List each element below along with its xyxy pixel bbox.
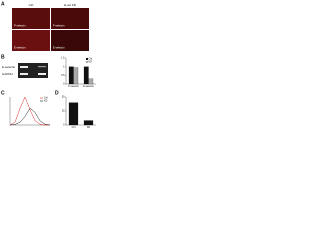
bar	[73, 67, 79, 85]
curve	[9, 107, 51, 126]
micrograph	[12, 30, 50, 51]
x-tick-label: P-selectin	[68, 85, 79, 88]
micrograph	[51, 8, 89, 29]
column-header: E-sel KD	[64, 3, 77, 7]
bar	[68, 102, 79, 126]
legend-label: KD	[44, 100, 48, 103]
panel-label: A	[1, 1, 5, 7]
y-tick-label: 1.5	[61, 57, 65, 60]
micrograph	[12, 8, 50, 29]
x-tick-label: KD	[87, 126, 91, 129]
image-label: P-selectin	[53, 24, 65, 28]
legend-swatch	[86, 61, 88, 63]
micrograph	[51, 30, 89, 51]
blot-label: E-selectin	[2, 65, 16, 69]
image-label: E-selectin	[14, 46, 26, 50]
bar	[83, 120, 94, 126]
panel-label: B	[1, 54, 5, 60]
bar	[88, 78, 94, 85]
bar	[68, 66, 74, 85]
y-tick-label: 0	[63, 83, 65, 86]
legend-swatch	[86, 58, 88, 60]
band	[20, 73, 28, 75]
legend-label: Ctrl	[44, 97, 48, 100]
y-tick-label: 0.5	[61, 74, 65, 77]
band	[38, 66, 46, 68]
y-tick-label: 50	[62, 96, 65, 99]
image-label: E-selectin	[53, 46, 65, 50]
panel-label: D	[55, 90, 59, 96]
x-tick-label: E-selectin	[83, 85, 94, 88]
bar	[83, 66, 89, 85]
y-tick-label: 0	[63, 124, 65, 127]
x-tick-label: Ctrl	[72, 126, 76, 129]
figure: A Ctrl E-sel KD P-selectin P-selectin E-…	[1, 1, 96, 129]
blot	[18, 63, 48, 78]
band	[38, 73, 46, 75]
blot-label: GAPDH	[2, 72, 13, 76]
image-label: P-selectin	[14, 24, 26, 28]
column-header: Ctrl	[29, 3, 34, 7]
legend-label: KD	[89, 61, 93, 64]
curve	[9, 96, 50, 126]
band	[20, 66, 28, 68]
y-tick-label: 25	[62, 110, 65, 113]
y-tick-label: 1	[63, 65, 65, 68]
legend-label: Ctrl	[89, 58, 93, 61]
panel-label: C	[1, 90, 5, 96]
